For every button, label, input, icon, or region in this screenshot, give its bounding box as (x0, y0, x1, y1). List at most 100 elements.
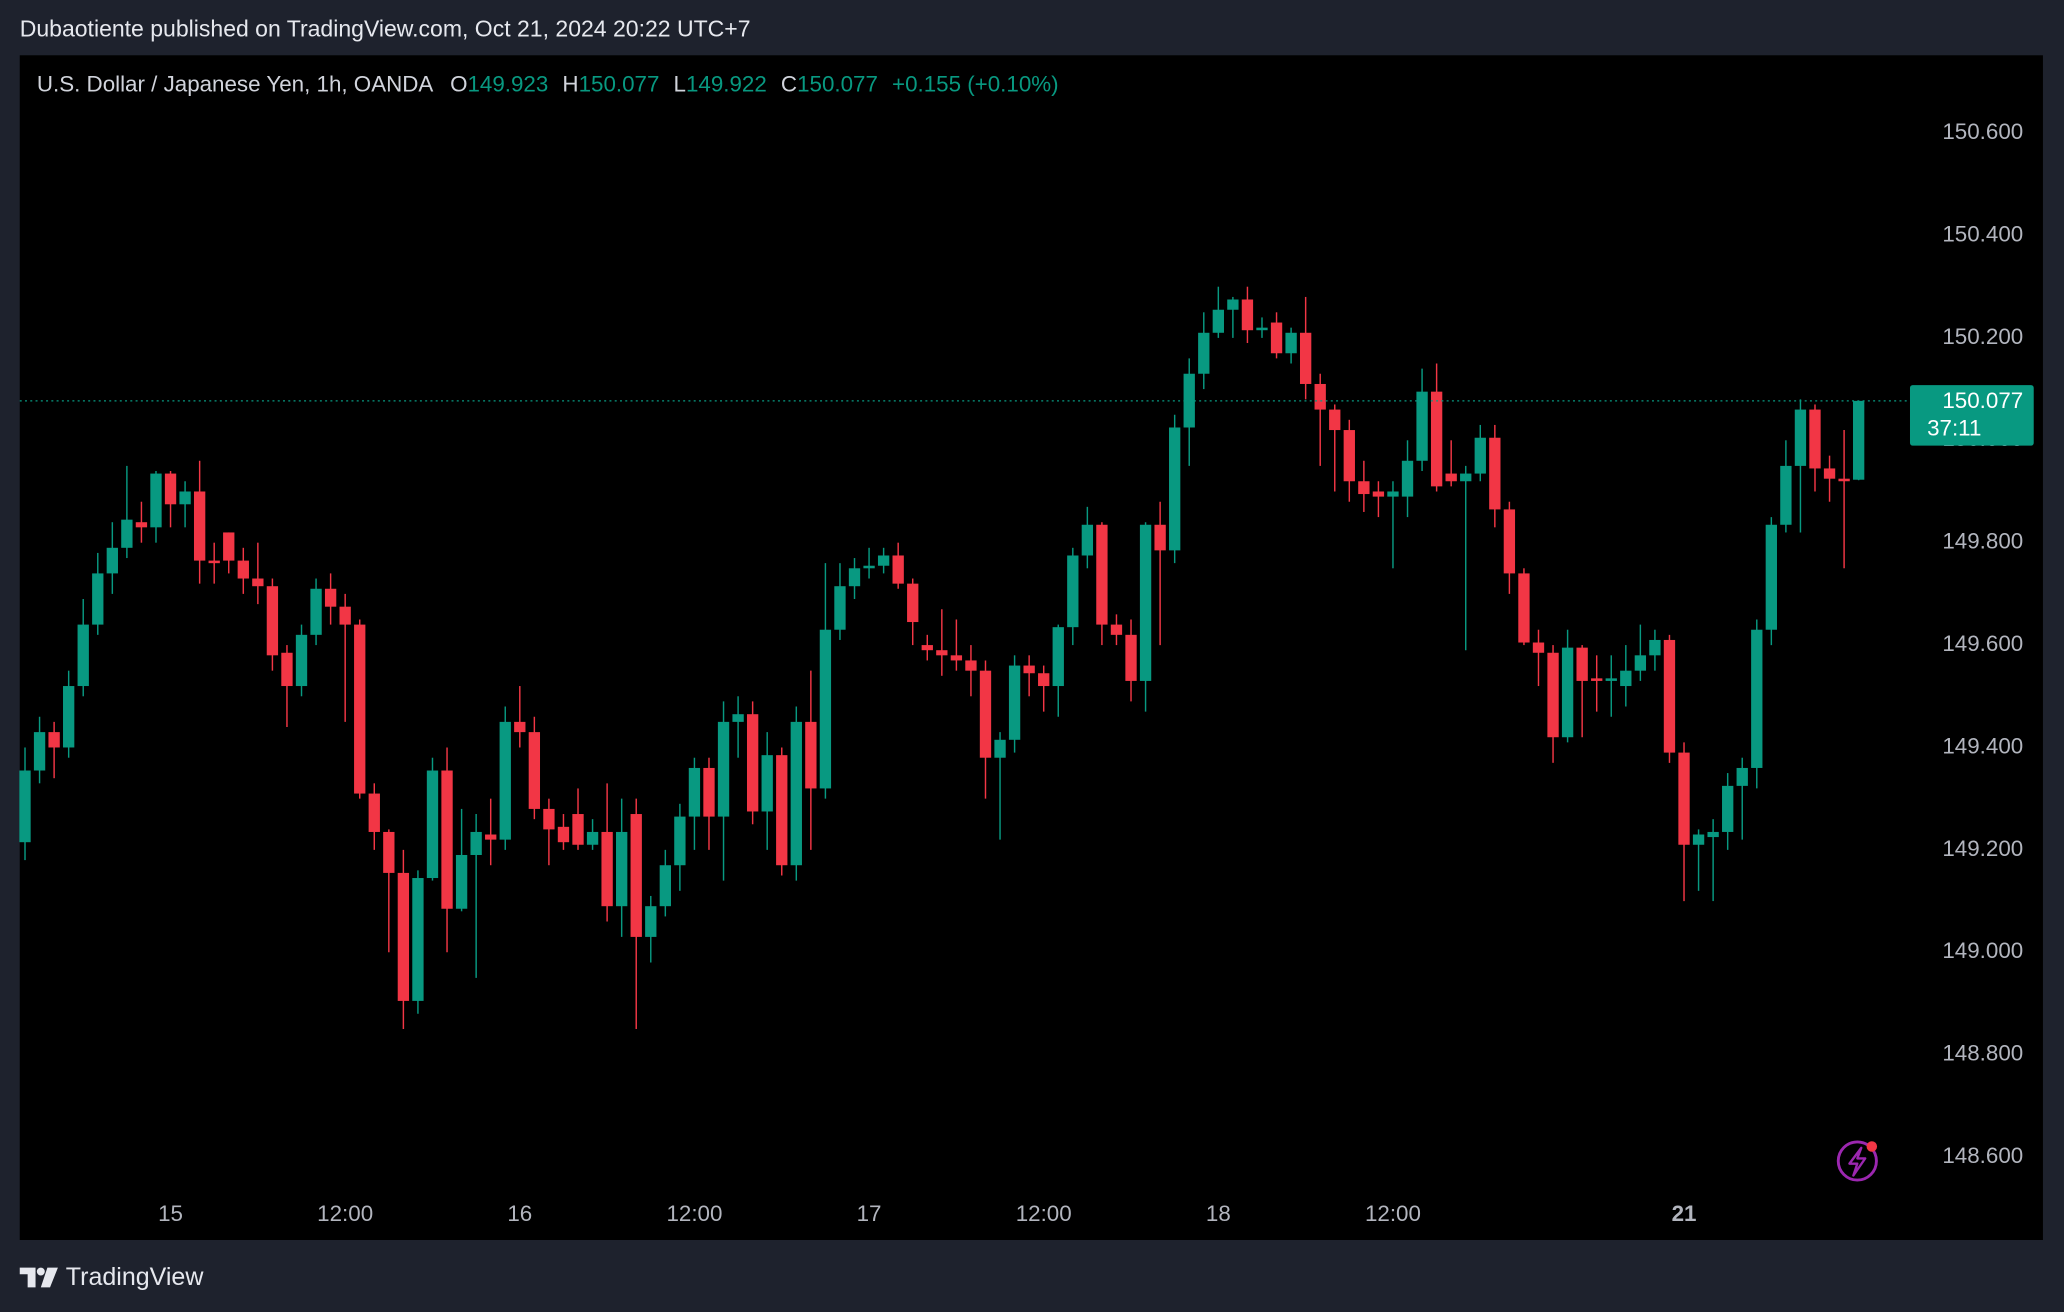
ohlc-label: C (781, 71, 797, 96)
candle-body (630, 814, 642, 937)
candle-body (19, 770, 31, 843)
candle-body (1678, 752, 1690, 845)
candle-body (135, 522, 148, 528)
y-tick-label: 149.200 (1942, 836, 2023, 861)
candle-body (1460, 473, 1472, 482)
candle-body (63, 686, 75, 748)
brand-logo (19, 1267, 58, 1288)
candle-body (688, 767, 701, 817)
candle-body (499, 721, 511, 840)
candle-body (645, 906, 657, 937)
candle-body (1576, 647, 1588, 681)
candle-body (33, 732, 46, 771)
candle-body (1299, 332, 1312, 384)
candle-body (106, 547, 118, 574)
y-tick-label: 149.800 (1942, 529, 2023, 554)
candle-body (1314, 383, 1326, 410)
alert-icon[interactable] (1836, 1140, 1878, 1182)
x-tick-label: 18 (1206, 1201, 1231, 1226)
candle-body (863, 565, 875, 569)
candle-body (1270, 322, 1283, 354)
candle-body (281, 652, 293, 687)
candle-body (1489, 437, 1501, 510)
ohlc-value: 150.077 (579, 71, 660, 96)
y-tick-label: 149.600 (1942, 631, 2023, 656)
candle-body (1823, 468, 1836, 479)
y-tick-label: 149.000 (1942, 938, 2023, 963)
candle-body (397, 872, 410, 1001)
candle-body (1241, 299, 1254, 331)
ohlc-label: H (562, 71, 578, 96)
candle-body (1329, 409, 1341, 431)
candle-body (1125, 634, 1137, 681)
candle-body (1852, 400, 1865, 480)
candle-body (994, 739, 1006, 758)
candle-body (601, 831, 613, 907)
brand: TradingView (66, 1263, 205, 1291)
candle-body (1722, 785, 1734, 832)
candle-body (252, 578, 264, 587)
candle-body (776, 755, 788, 866)
candle-body (1212, 309, 1224, 333)
candle-body (1532, 642, 1545, 653)
candle-body (877, 555, 890, 566)
candle-body (921, 645, 933, 651)
candle-body (237, 560, 249, 579)
candle-body (1358, 481, 1370, 495)
candle-body (485, 834, 497, 840)
candle-body (455, 854, 468, 909)
candle-body (586, 831, 599, 845)
y-tick-label: 149.400 (1942, 733, 2023, 758)
x-tick-label: 17 (857, 1201, 882, 1226)
candle-body (354, 624, 366, 794)
x-tick-label: 12:00 (317, 1201, 373, 1226)
candle-body (1023, 665, 1035, 674)
candle-body (1008, 665, 1021, 740)
candle-body (339, 606, 351, 625)
change: +0.155 (+0.10%) (892, 71, 1059, 96)
candle-body (1649, 639, 1661, 656)
y-tick-label: 150.600 (1942, 119, 2023, 144)
candle-body (1387, 491, 1399, 497)
legend: U.S. Dollar / Japanese Yen, 1h, OANDA O1… (37, 71, 1059, 96)
candle-body (1445, 473, 1457, 482)
candle-body (1416, 391, 1428, 461)
candle-body (834, 586, 846, 630)
candle-body (1591, 678, 1603, 681)
candle-body (266, 586, 279, 656)
candle-body (717, 721, 730, 817)
candle-body (470, 831, 482, 855)
candle-body (1139, 524, 1152, 681)
x-tick-label: 15 (158, 1201, 183, 1226)
candle-body (1343, 430, 1355, 482)
candle-body (819, 629, 832, 789)
candle-body (1372, 491, 1385, 497)
candle-body (746, 714, 759, 812)
candle-body (1794, 409, 1807, 466)
candle-body (572, 814, 584, 845)
candle-body (1809, 409, 1821, 469)
y-tick-label: 150.200 (1942, 324, 2023, 349)
x-tick-label: 16 (507, 1201, 532, 1226)
x-tick-label: 12:00 (1365, 1201, 1421, 1226)
candle-body (1707, 831, 1719, 838)
candle-body (936, 650, 948, 656)
y-tick-label: 148.600 (1942, 1143, 2023, 1168)
logo-v (40, 1267, 58, 1288)
plot-area: 150.077 37:11 (19, 286, 2034, 1030)
candle-body (324, 588, 337, 607)
candle-body (426, 770, 439, 879)
candle-body (92, 573, 104, 625)
candle-body (1038, 673, 1050, 687)
candle-body (412, 878, 424, 1001)
candle-body (295, 634, 308, 687)
candle-body (790, 721, 802, 866)
x-tick-label: 21 (1672, 1201, 1697, 1226)
candle-body (965, 660, 977, 671)
candle-body (1256, 327, 1268, 331)
candle-body (616, 831, 628, 907)
candle-body (1198, 332, 1210, 374)
candle-body (1634, 655, 1647, 671)
